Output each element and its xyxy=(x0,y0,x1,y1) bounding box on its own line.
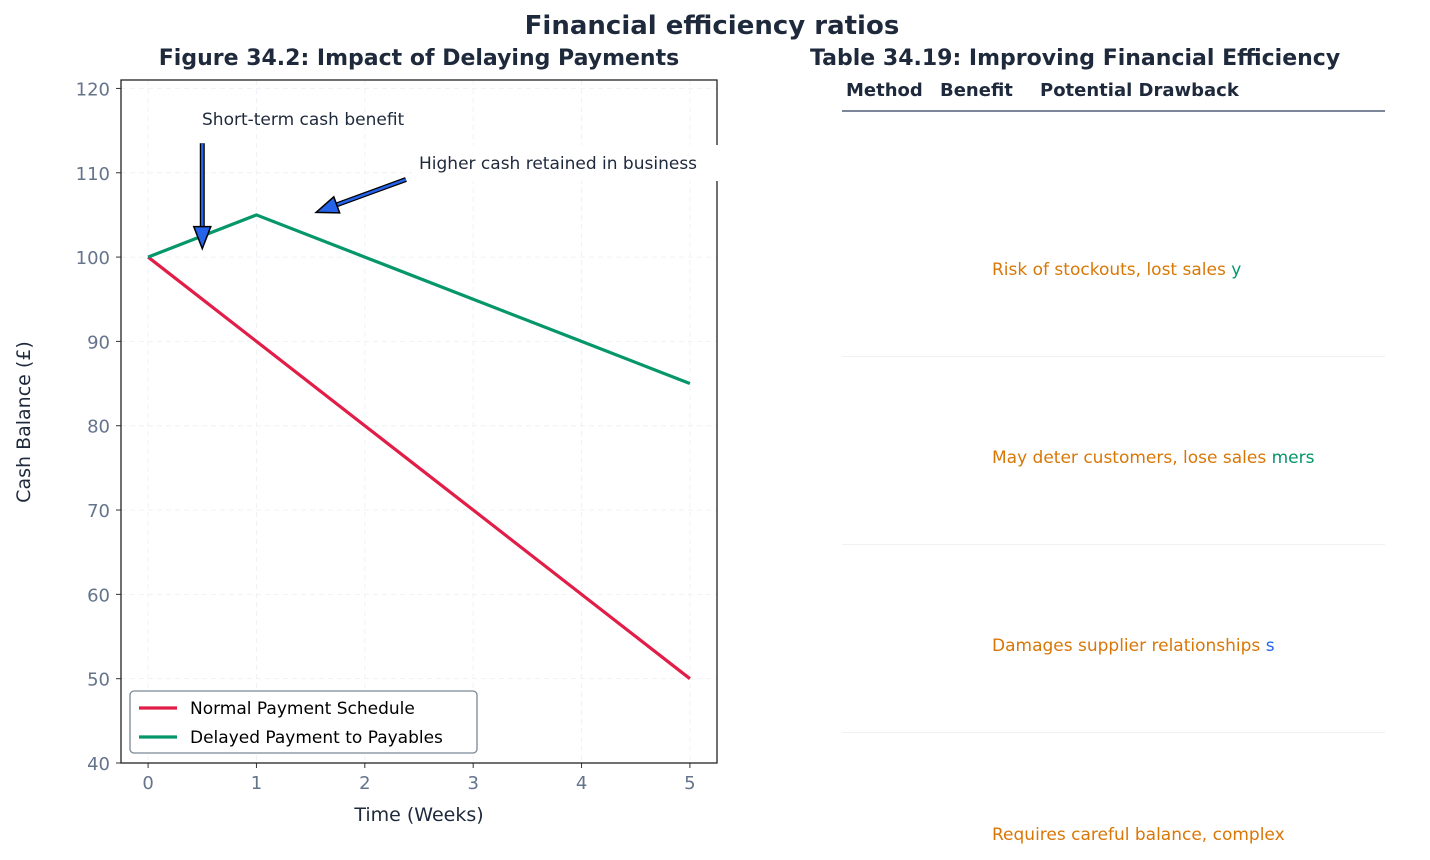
y-tick-label: 110 xyxy=(76,164,110,185)
annotation-text-higher-cash: Higher cash retained in business xyxy=(419,154,697,174)
overlapping-cell-fragment: mers xyxy=(1271,448,1315,468)
x-tick-label: 3 xyxy=(467,773,478,794)
x-tick-label: 1 xyxy=(251,773,262,794)
overlapping-cell-fragment: s xyxy=(1265,636,1275,656)
table-header-drawback: Potential Drawback xyxy=(1040,80,1239,101)
legend-label: Normal Payment Schedule xyxy=(190,699,415,719)
annotation-arrow-head xyxy=(192,225,212,251)
table-title: Table 34.19: Improving Financial Efficie… xyxy=(810,46,1341,71)
table-row: Damages supplier relationships s xyxy=(992,636,1275,656)
annotation-arrow-head xyxy=(314,195,341,214)
axes-frame xyxy=(120,79,718,764)
table-row: Risk of stockouts, lost sales y xyxy=(992,260,1241,280)
x-tick-label: 0 xyxy=(142,773,153,794)
y-tick-label: 120 xyxy=(76,79,110,100)
series-line-delayed xyxy=(147,213,691,386)
annotation-text-short-term: Short-term cash benefit xyxy=(202,110,405,130)
drawback-cell: Risk of stockouts, lost sales xyxy=(992,260,1226,280)
legend-label: Delayed Payment to Payables xyxy=(190,728,443,748)
legend-box xyxy=(129,690,478,754)
table-row: May deter customers, lose sales mers xyxy=(992,448,1314,468)
chart-title: Figure 34.2: Impact of Delaying Payments xyxy=(158,46,680,71)
annotation-arrow-shaft-fill xyxy=(336,178,407,207)
y-tick-label: 70 xyxy=(87,501,110,522)
drawback-cell: May deter customers, lose sales xyxy=(992,448,1267,468)
row-divider xyxy=(842,732,1385,733)
table-header-method: Method xyxy=(846,80,923,101)
y-tick-label: 80 xyxy=(87,417,110,438)
x-tick-label: 2 xyxy=(359,773,370,794)
figure-suptitle: Financial efficiency ratios xyxy=(524,11,900,41)
row-divider xyxy=(842,356,1385,357)
y-tick-label: 60 xyxy=(87,585,110,606)
table-row: Requires careful balance, complex xyxy=(992,825,1285,845)
y-tick-label: 100 xyxy=(76,248,110,269)
drawback-cell: Damages supplier relationships xyxy=(992,636,1261,656)
drawback-cell: Requires careful balance, complex xyxy=(992,825,1285,845)
y-tick-label: 50 xyxy=(87,670,110,691)
annotation-text-box xyxy=(412,145,732,181)
x-axis-label: Time (Weeks) xyxy=(354,804,484,826)
y-tick-label: 90 xyxy=(87,332,110,353)
table-header-benefit: Benefit xyxy=(940,80,1013,101)
y-axis-label: Cash Balance (£) xyxy=(13,341,35,503)
x-tick-label: 5 xyxy=(684,773,695,794)
x-tick-label: 4 xyxy=(576,773,587,794)
series-line-normal xyxy=(147,255,691,680)
y-tick-label: 40 xyxy=(87,754,110,775)
overlapping-cell-fragment: y xyxy=(1231,260,1242,280)
row-divider xyxy=(842,544,1385,545)
table-header-rule xyxy=(842,110,1385,112)
